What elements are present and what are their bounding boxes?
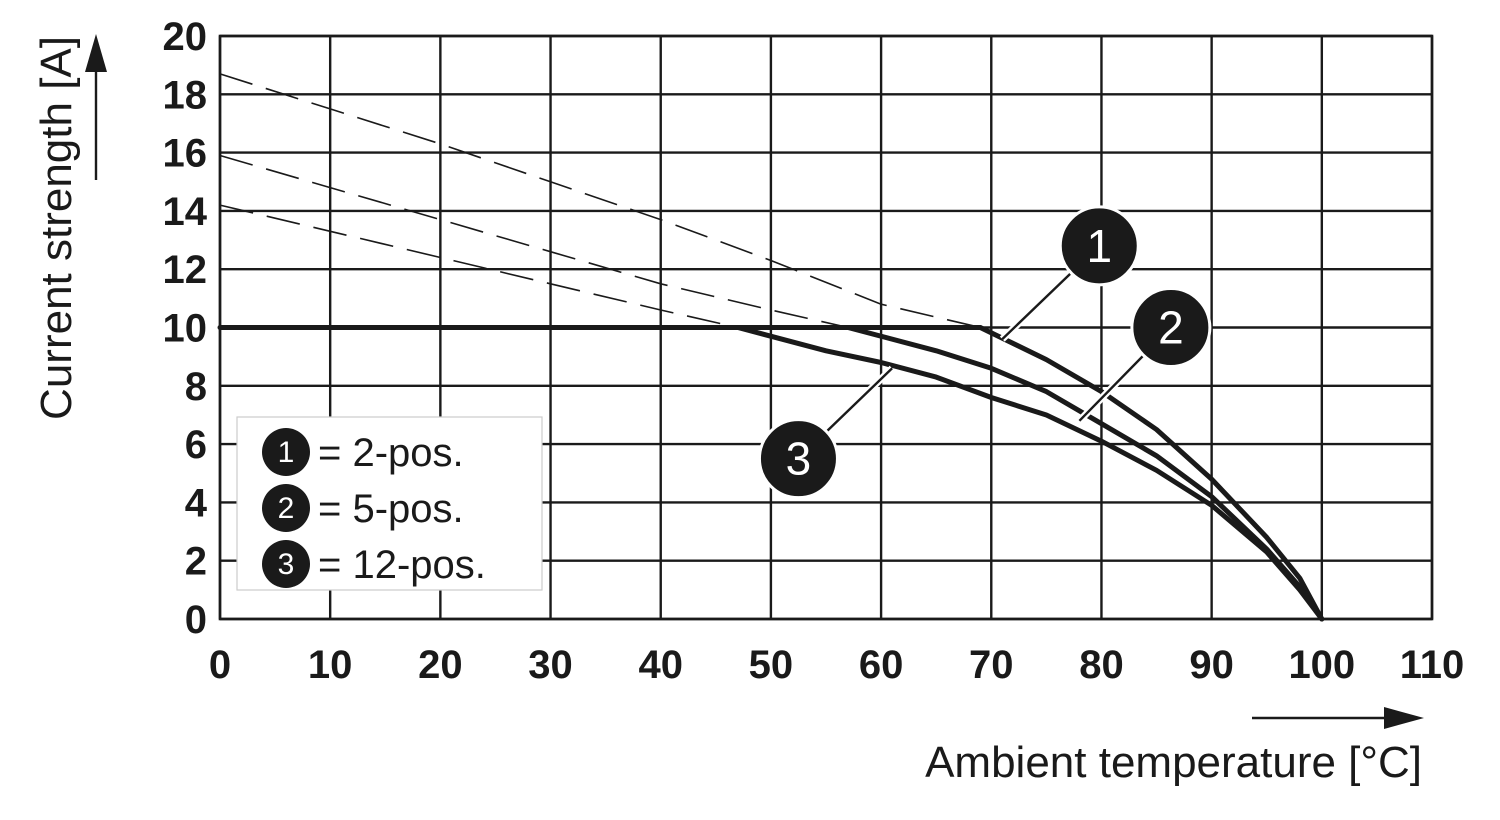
y-axis-arrow-head — [85, 34, 107, 72]
y-tick-label: 20 — [163, 15, 208, 59]
x-tick-label: 50 — [749, 643, 794, 687]
callout-1-leader — [1001, 271, 1073, 341]
legend-marker-2-label: 2 — [278, 492, 295, 525]
x-tick-label: 40 — [638, 643, 683, 687]
y-tick-label: 10 — [163, 307, 208, 351]
legend-item-label: = 2-pos. — [318, 431, 464, 475]
series-1-extrapolation-line — [219, 73, 981, 329]
x-tick-label: 0 — [209, 643, 231, 687]
y-tick-label: 2 — [185, 540, 207, 584]
legend-marker-1-label: 1 — [278, 436, 295, 469]
series-1-curve — [977, 325, 1325, 622]
callouts: 12 3 — [757, 205, 1212, 500]
tick-labels: 0 10 20 30 40 50 60 70 80 90 100 110024681012141618… — [163, 15, 1465, 687]
callout-3-leader — [824, 367, 893, 434]
x-tick-label: 60 — [859, 643, 904, 687]
callout-2-leader — [1078, 353, 1146, 422]
x-tick-label: 90 — [1189, 643, 1234, 687]
callout-1-badge — [1058, 205, 1140, 287]
legend-marker-1 — [262, 428, 310, 476]
x-tick-label: 100 — [1288, 643, 1355, 687]
derating-curves — [217, 325, 1325, 622]
x-axis-title: Ambient temperature [°C] — [925, 738, 1422, 787]
extrapolation-lines — [219, 73, 981, 329]
y-tick-label: 16 — [163, 132, 208, 176]
series-3-curve — [735, 325, 1325, 622]
y-tick-label: 12 — [163, 248, 208, 292]
x-axis-arrow-head — [1384, 707, 1424, 729]
x-tick-label: 70 — [969, 643, 1014, 687]
y-tick-label: 6 — [185, 423, 207, 467]
callout-3-label: 3 — [786, 433, 812, 485]
callout-2-badge — [1130, 287, 1212, 368]
x-tick-label: 30 — [528, 643, 573, 687]
y-tick-label: 18 — [163, 73, 208, 117]
y-tick-label: 0 — [185, 598, 207, 642]
y-tick-label: 8 — [185, 365, 207, 409]
x-tick-label: 80 — [1079, 643, 1124, 687]
x-tick-label: 10 — [308, 643, 353, 687]
y-axis-title: Current strength [A] — [32, 36, 81, 420]
legend-marker-2 — [262, 484, 310, 532]
callout-3-badge — [757, 418, 839, 500]
y-tick-label: 4 — [185, 481, 208, 525]
legend-marker-3 — [262, 540, 310, 588]
legend-item-label: = 12-pos. — [318, 543, 486, 587]
legend-item-label: = 5-pos. — [318, 487, 464, 531]
callout-2-label: 2 — [1158, 302, 1184, 354]
axis-titles: Ambient temperature [°C] Current strength… — [32, 34, 1424, 787]
callout-1-label: 1 — [1086, 220, 1112, 272]
legend: 1 = 2-pos. 2 = 5-pos. 3 = 12-pos. — [236, 416, 543, 591]
x-tick-label: 110 — [1400, 643, 1465, 687]
x-tick-label: 20 — [418, 643, 463, 687]
y-tick-label: 14 — [163, 190, 208, 234]
legend-marker-3-label: 3 — [278, 548, 295, 581]
series-2-extrapolation-line — [219, 154, 849, 329]
